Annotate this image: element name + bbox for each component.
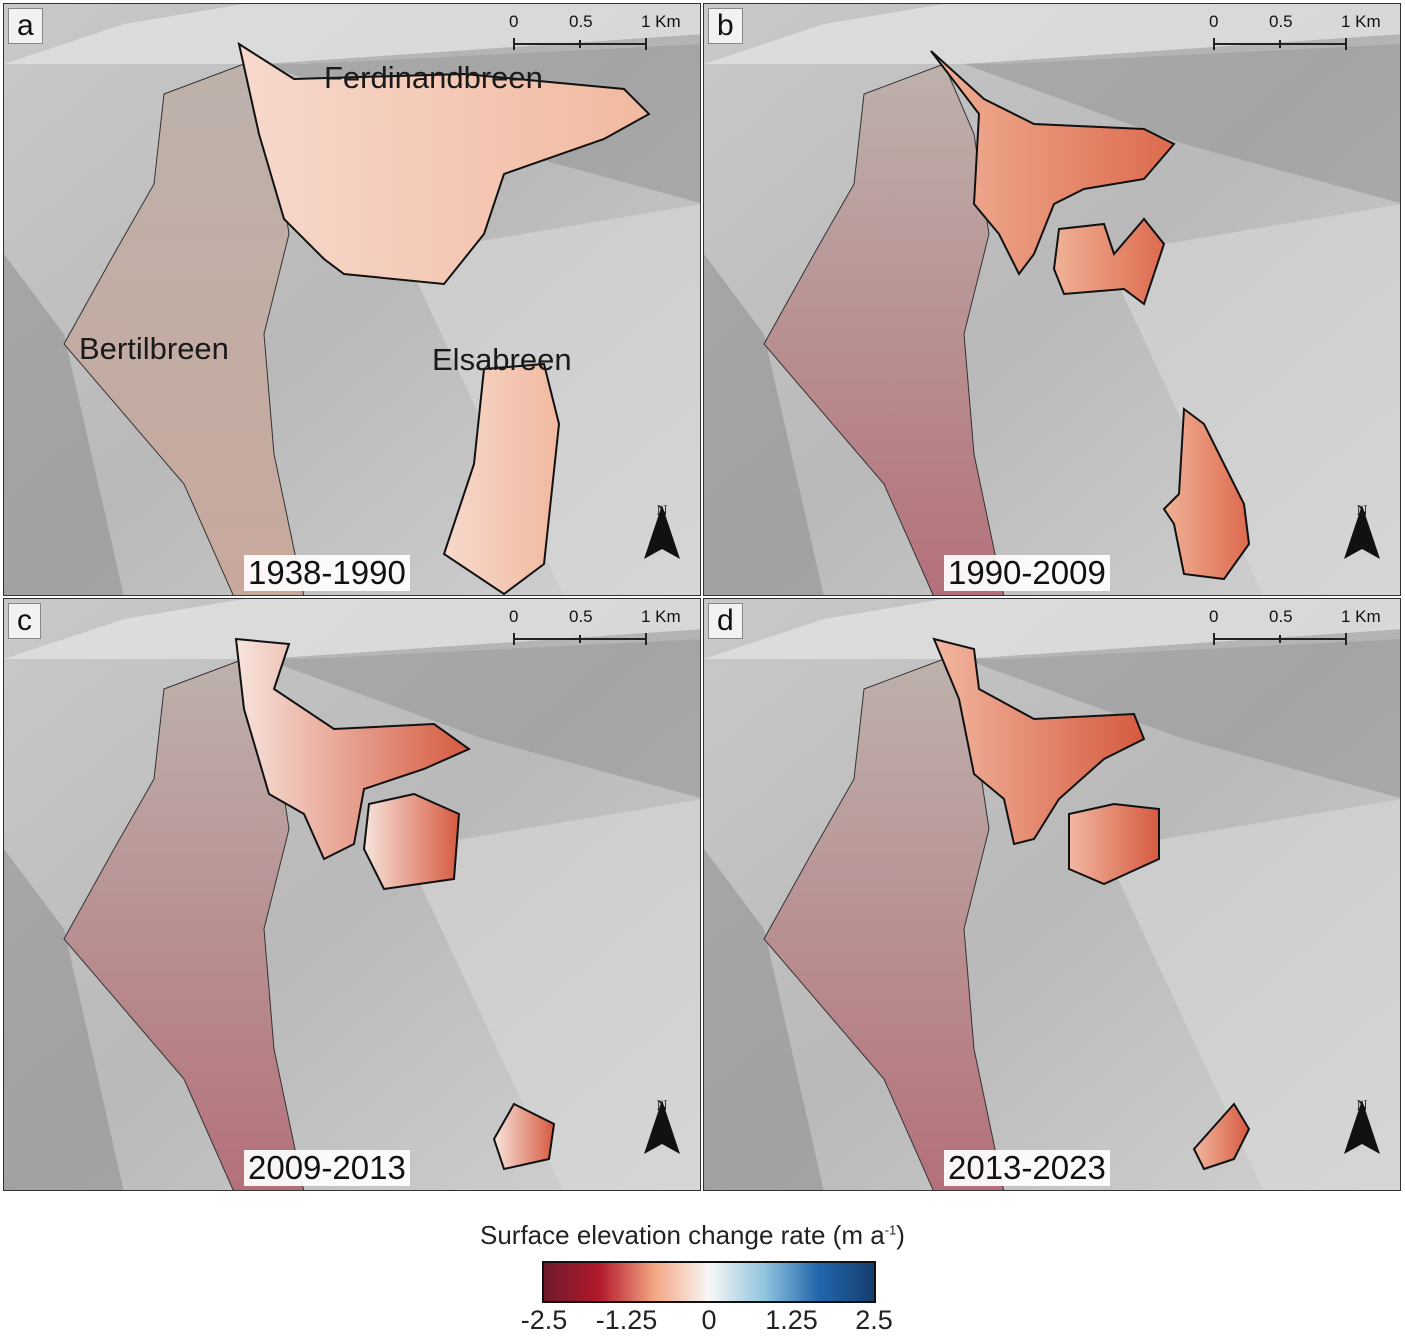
glacier-outline [237,41,651,286]
glacier-name: Ferdinandbreen [324,60,543,95]
north-arrow: N [1342,1098,1382,1178]
colorbar [542,1261,876,1303]
map-panel-b: b 1990-2009 0 0.5 1 Km N [703,3,1401,596]
colorbar-tick-label: 2.5 [855,1305,893,1335]
glacier-outline [1192,1102,1251,1171]
glacier-name: Elsabreen [432,342,572,377]
scale-tick-label: 0 [1209,12,1219,31]
glacier-outline [1068,802,1160,886]
glacier-outline [234,637,472,861]
colorbar-tick-label: 0 [701,1305,717,1335]
north-arrow-icon [644,505,680,559]
scale-tick-label: 0.5 [569,12,593,31]
map-panel-a: a 1938-1990 0 0.5 1 Km N Ferdinandbreen B… [3,3,701,596]
map-panel-d: d 2013-2023 0 0.5 1 Km N [703,598,1401,1191]
hillshade-map [4,4,700,595]
scale-tick-label: 0.5 [1269,12,1293,31]
scale-bar: 0 0.5 1 Km [509,12,689,52]
bertilbreen-tongue [763,63,1005,595]
glacier-outline [1052,217,1166,306]
glacier-outline [492,1102,556,1171]
colorbar-title: Surface elevation change rate (m a-1) [480,1220,905,1250]
scale-tick-label: 1 Km [1341,607,1381,626]
panel-letter: b [708,8,743,44]
glacier-outline [930,50,1176,276]
north-arrow: N [642,503,682,583]
scale-bar: 0 0.5 1 Km [1209,12,1389,52]
scale-tick-label: 0 [1209,607,1219,626]
glacier-outline [362,792,461,891]
north-arrow: N [642,1098,682,1178]
scale-bar: 0 0.5 1 Km [1209,607,1389,647]
scale-tick-label: 1 Km [641,12,681,31]
period-label: 1990-2009 [944,555,1110,591]
panel-letter: d [708,603,743,639]
period-label: 1938-1990 [244,555,410,591]
glacier-outline [1162,407,1251,581]
scale-tick-label: 0 [509,12,519,31]
colorbar-tick-label: -2.5 [520,1305,568,1335]
glacier-name: Bertilbreen [79,331,229,366]
scale-tick-label: 1 Km [641,607,681,626]
hillshade-map [4,599,700,1190]
colorbar-tick-label: -1.25 [595,1305,658,1335]
period-label: 2013-2023 [944,1150,1110,1186]
hillshade-map [704,4,1400,595]
glacier-outline [932,637,1146,846]
scale-tick-label: 1 Km [1341,12,1381,31]
map-panel-c: c 2009-2013 0 0.5 1 Km N [3,598,701,1191]
glacier-outline [442,362,561,595]
scale-tick-label: 0.5 [1269,607,1293,626]
panel-letter: c [8,603,41,639]
north-arrow-icon [644,1100,680,1154]
scale-bar: 0 0.5 1 Km [509,607,689,647]
north-arrow-icon [1344,505,1380,559]
panel-letter: a [8,8,43,44]
hillshade-map [704,599,1400,1190]
scale-tick-label: 0 [509,607,519,626]
north-arrow-icon [1344,1100,1380,1154]
north-arrow: N [1342,503,1382,583]
period-label: 2009-2013 [244,1150,410,1186]
scale-tick-label: 0.5 [569,607,593,626]
colorbar-tick-label: 1.25 [765,1305,818,1335]
